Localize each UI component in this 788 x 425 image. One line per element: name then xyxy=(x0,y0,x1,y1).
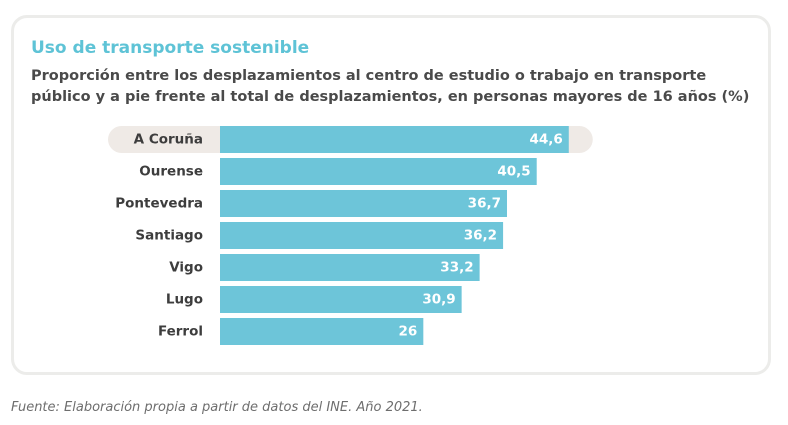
category-label: Ourense xyxy=(139,164,203,180)
bar xyxy=(220,126,569,153)
category-label: A Coruña xyxy=(134,132,203,148)
category-label: Santiago xyxy=(135,228,203,244)
source-note: Fuente: Elaboración propia a partir de d… xyxy=(11,400,423,415)
bar xyxy=(220,254,480,281)
category-label: Vigo xyxy=(169,260,203,276)
bar xyxy=(220,318,424,345)
category-label: Lugo xyxy=(166,292,203,308)
value-label: 26 xyxy=(399,324,418,340)
chart-title: Uso de transporte sostenible xyxy=(31,38,310,58)
chart-subtitle: Proporción entre los desplazamientos al … xyxy=(31,68,750,105)
value-label: 33,2 xyxy=(440,260,473,276)
value-label: 44,6 xyxy=(529,132,562,148)
bar xyxy=(220,158,537,185)
value-label: 40,5 xyxy=(497,164,530,180)
bar xyxy=(220,222,504,249)
value-label: 36,7 xyxy=(468,196,501,212)
category-label: Ferrol xyxy=(158,324,203,340)
bar xyxy=(220,190,507,217)
value-label: 30,9 xyxy=(422,292,455,308)
category-label: Pontevedra xyxy=(115,196,203,212)
value-label: 36,2 xyxy=(464,228,497,244)
bar xyxy=(220,286,462,313)
